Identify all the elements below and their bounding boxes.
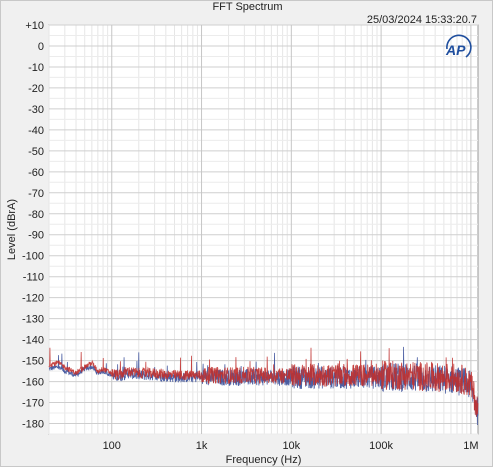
y-axis-label: Level (dBrA): [6, 199, 18, 260]
grid-minor: [48, 25, 478, 435]
y-tick-label: -130: [22, 314, 44, 326]
y-tick-label: -120: [22, 293, 44, 305]
y-tick-label: -80: [28, 209, 44, 221]
y-tick-label: -180: [22, 419, 44, 431]
timestamp: 25/03/2024 15:33:20.7: [366, 14, 477, 26]
y-tick-label: -70: [28, 188, 44, 200]
x-tick-label: 10k: [282, 440, 300, 452]
y-tick-label: -30: [28, 104, 44, 116]
y-tick-label: -50: [28, 146, 44, 158]
x-tick-label: 1M: [463, 440, 478, 452]
logo-text: AP: [445, 42, 466, 58]
y-tick-label: -90: [28, 230, 44, 242]
y-tick-label: -150: [22, 356, 44, 368]
y-tick-label: -140: [22, 335, 44, 347]
x-axis-ticks: 100 1k 10k 100k 1M: [103, 440, 479, 452]
y-axis-ticks: +10 0 -10 -20 -30 -40 -50 -60 -70 -80 -90 -100 -110 -…: [22, 20, 44, 431]
logo-swoosh-icon: [446, 34, 472, 58]
ap-logo: AP: [445, 34, 472, 58]
y-tick-label: 0: [38, 41, 44, 53]
x-tick-label: 1k: [196, 440, 208, 452]
y-tick-label: -110: [23, 272, 44, 284]
y-tick-label: -40: [28, 125, 44, 137]
y-tick-label: -60: [28, 167, 44, 179]
y-tick-label: +10: [25, 20, 44, 32]
series-layer: [48, 346, 479, 425]
series-line-2: [48, 347, 479, 417]
y-tick-label: -100: [22, 251, 44, 263]
y-tick-label: -170: [22, 398, 44, 410]
y-tick-label: -10: [28, 62, 44, 74]
x-tick-label: 100k: [369, 440, 393, 452]
x-axis-label: Frequency (Hz): [226, 454, 302, 466]
chart-title: FFT Spectrum: [212, 1, 283, 13]
y-tick-label: -20: [28, 83, 44, 95]
y-tick-label: -160: [22, 377, 44, 389]
x-tick-label: 100: [103, 440, 121, 452]
grid-major: [49, 24, 478, 434]
